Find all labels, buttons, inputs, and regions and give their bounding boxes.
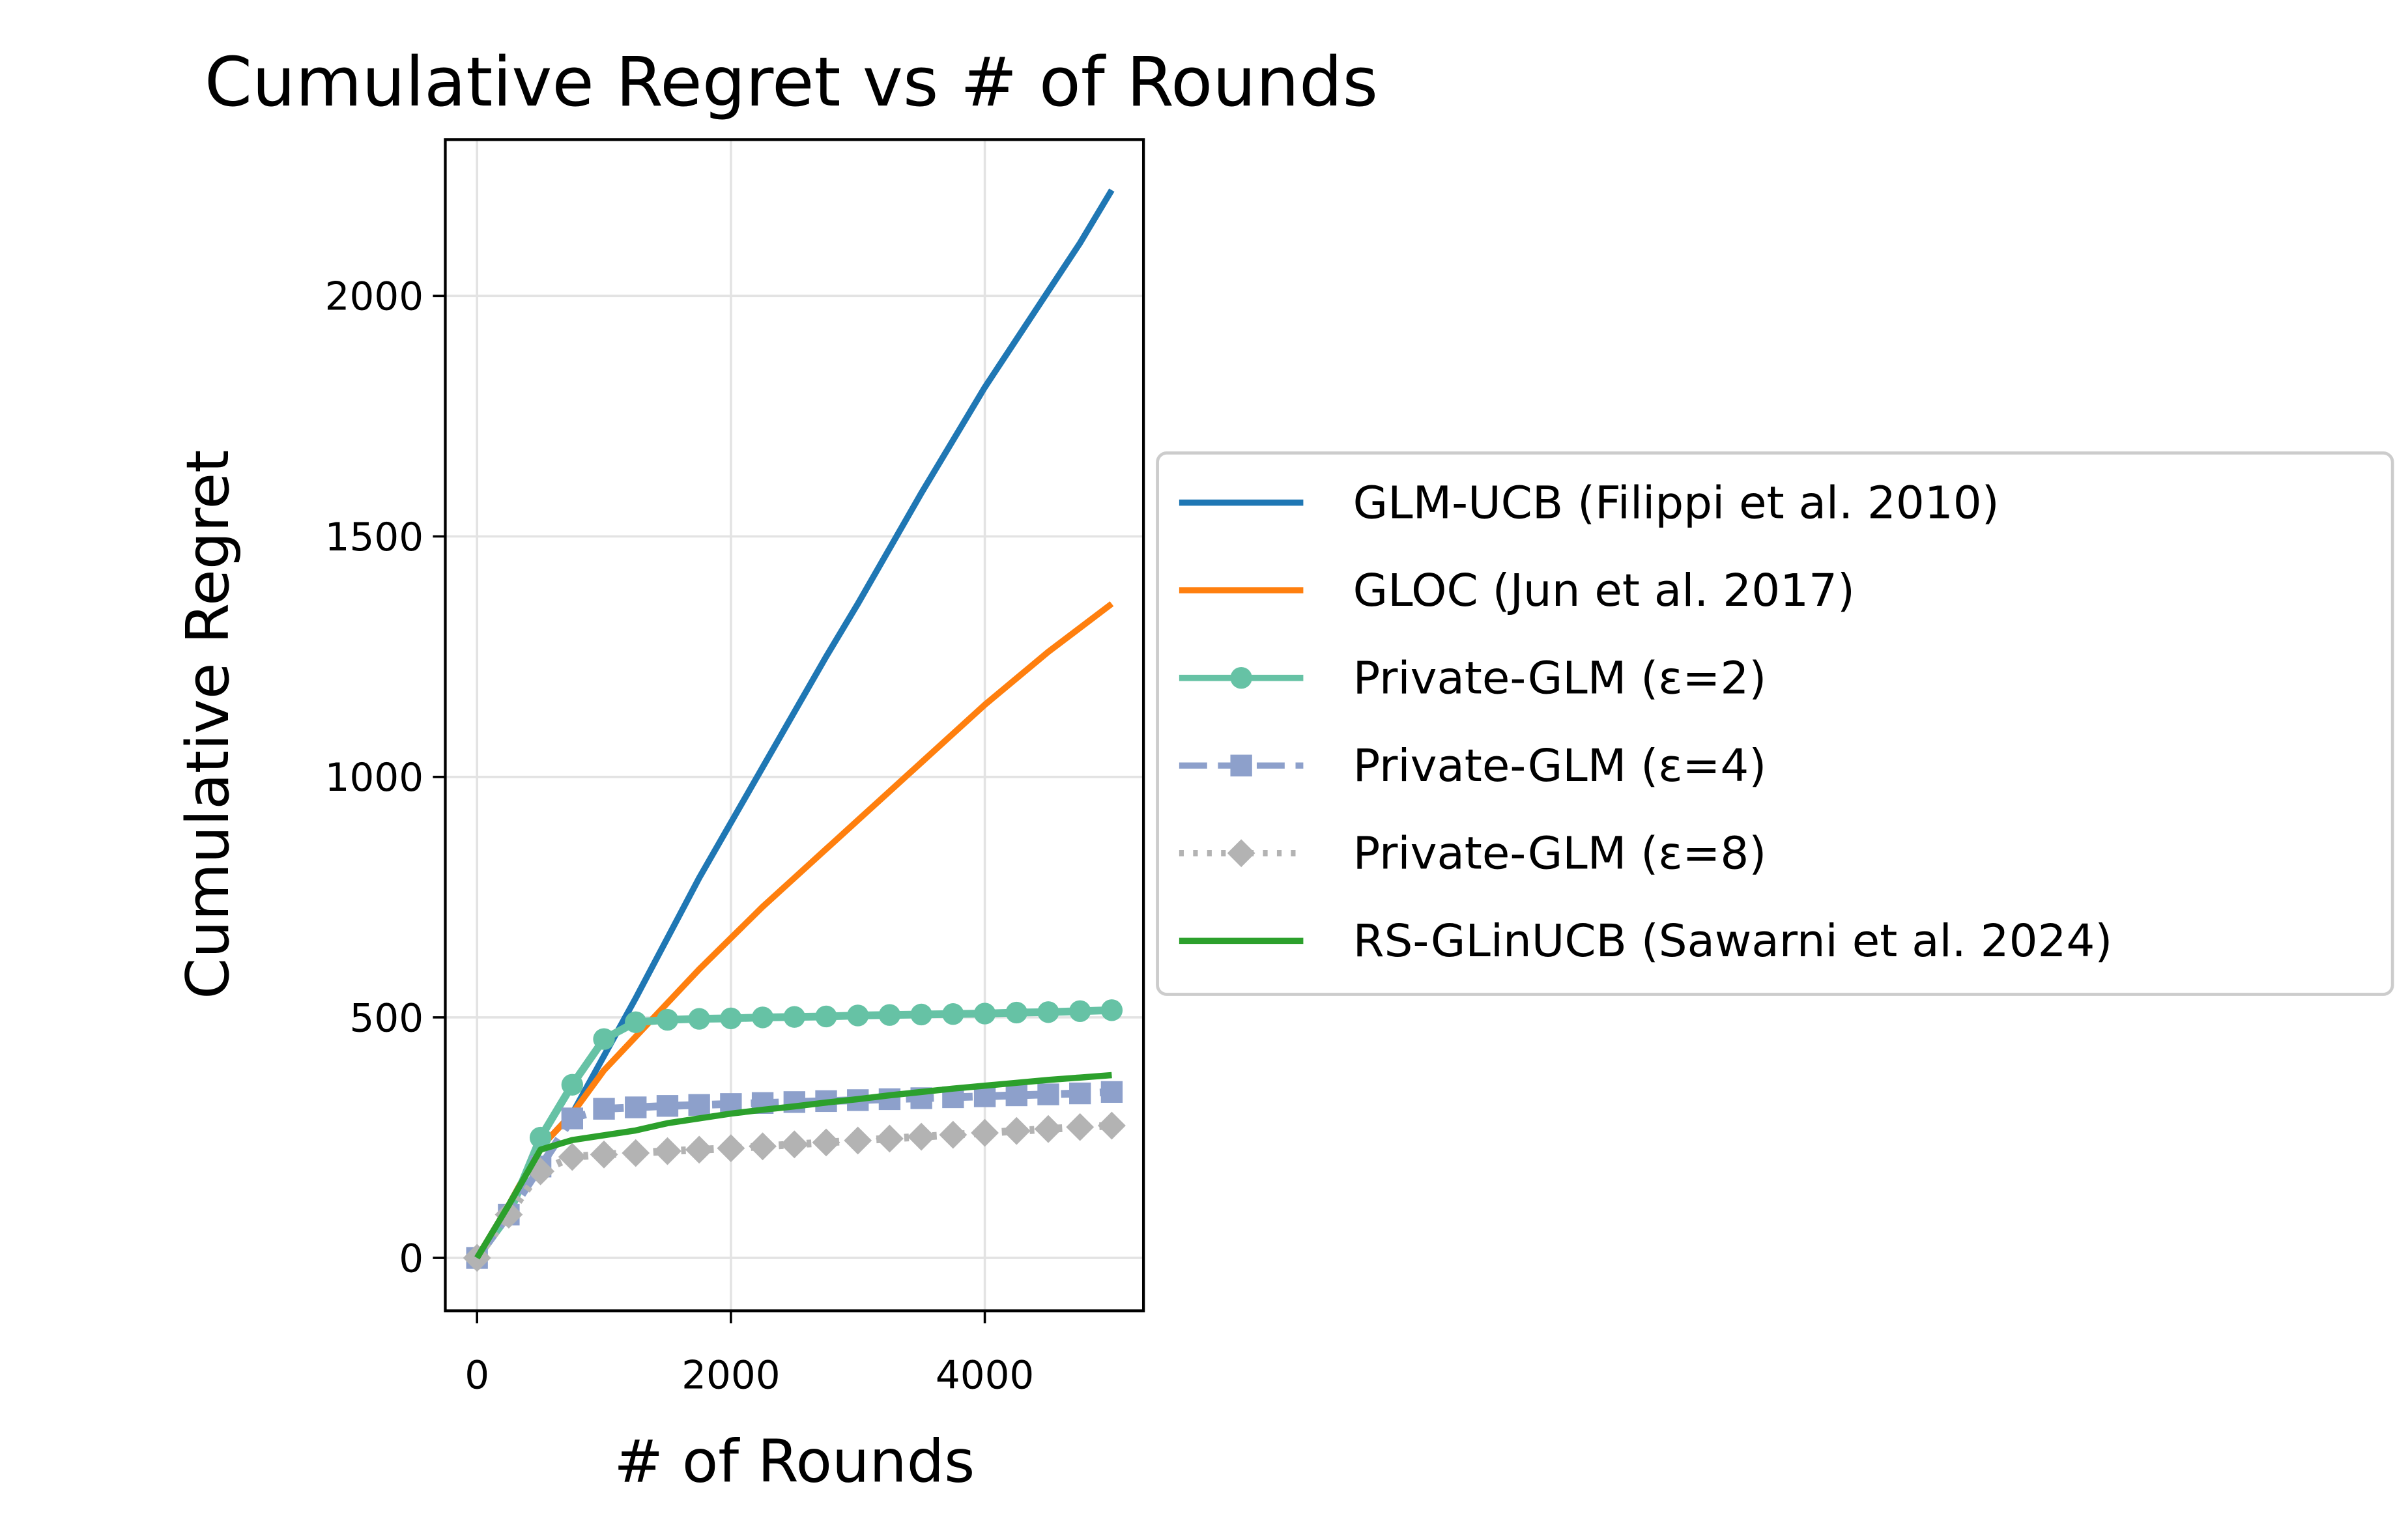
marker [783, 1006, 805, 1028]
y-tick-label: 2000 [325, 275, 423, 320]
legend-label: GLOC (Jun et al. 2017) [1353, 565, 1855, 617]
marker [1069, 1082, 1091, 1105]
marker [656, 1008, 679, 1031]
marker [685, 1135, 713, 1164]
marker [1005, 1001, 1027, 1024]
marker [942, 1003, 964, 1025]
series-line [474, 601, 1114, 1260]
y-tick-label: 500 [350, 996, 424, 1041]
marker [812, 1128, 840, 1157]
marker [907, 1122, 936, 1151]
marker [1034, 1115, 1063, 1143]
x-tick-label: 2000 [681, 1353, 780, 1398]
marker [558, 1143, 586, 1171]
marker [1002, 1116, 1031, 1145]
marker [561, 1073, 583, 1096]
y-tick-label: 1500 [325, 515, 423, 560]
marker [1100, 999, 1123, 1021]
marker [910, 1003, 932, 1026]
marker [561, 1107, 583, 1130]
marker [751, 1006, 774, 1029]
plot-frame [444, 138, 1145, 1313]
marker [593, 1098, 615, 1120]
y-tick-label: 1000 [325, 756, 423, 801]
marker [749, 1132, 777, 1161]
x-tick-label: 4000 [936, 1353, 1034, 1398]
x-axis-label: # of Rounds [614, 1427, 975, 1496]
marker [1069, 1000, 1091, 1022]
marker [1227, 839, 1255, 868]
marker [593, 1028, 615, 1050]
y-tick-label: 0 [399, 1237, 423, 1282]
legend: GLM-UCB (Filippi et al. 2010) GLOC (Jun e… [1156, 451, 2394, 996]
legend-label: RS-GLinUCB (Sawarni et al. 2024) [1353, 915, 2113, 967]
marker [717, 1134, 745, 1163]
marker [876, 1124, 904, 1153]
marker [656, 1095, 679, 1117]
marker [1230, 667, 1252, 689]
marker [878, 1004, 901, 1026]
marker [844, 1126, 872, 1155]
marker [1097, 1111, 1126, 1140]
marker [720, 1007, 742, 1030]
marker [815, 1005, 837, 1028]
legend-label: Private-GLM (ε=8) [1353, 828, 1767, 880]
marker [1005, 1084, 1027, 1107]
marker [939, 1120, 968, 1149]
marker [1037, 1001, 1059, 1023]
marker [653, 1137, 681, 1165]
marker [625, 1096, 647, 1118]
legend-label: GLM-UCB (Filippi et al. 2010) [1353, 477, 2000, 529]
marker [780, 1130, 809, 1159]
marker [971, 1118, 999, 1147]
legend-label: Private-GLM (ε=2) [1353, 653, 1767, 705]
chart-title: Cumulative Regret vs # of Rounds [205, 42, 1378, 122]
y-axis-label: Cumulative Regret [174, 449, 242, 999]
marker [1037, 1083, 1059, 1105]
marker [688, 1008, 710, 1030]
marker [622, 1139, 650, 1167]
marker [1100, 1081, 1123, 1103]
marker [973, 1002, 996, 1025]
marker [625, 1011, 647, 1033]
plot-area [463, 188, 1126, 1272]
marker [688, 1094, 710, 1116]
marker [590, 1140, 618, 1169]
marker [1066, 1113, 1095, 1141]
marker [847, 1004, 869, 1027]
legend-label: Private-GLM (ε=4) [1353, 740, 1767, 792]
legend-box [1156, 451, 2394, 996]
marker [529, 1126, 552, 1149]
marker [1230, 754, 1252, 776]
x-tick-label: 0 [465, 1353, 489, 1398]
series-line [474, 1072, 1112, 1260]
